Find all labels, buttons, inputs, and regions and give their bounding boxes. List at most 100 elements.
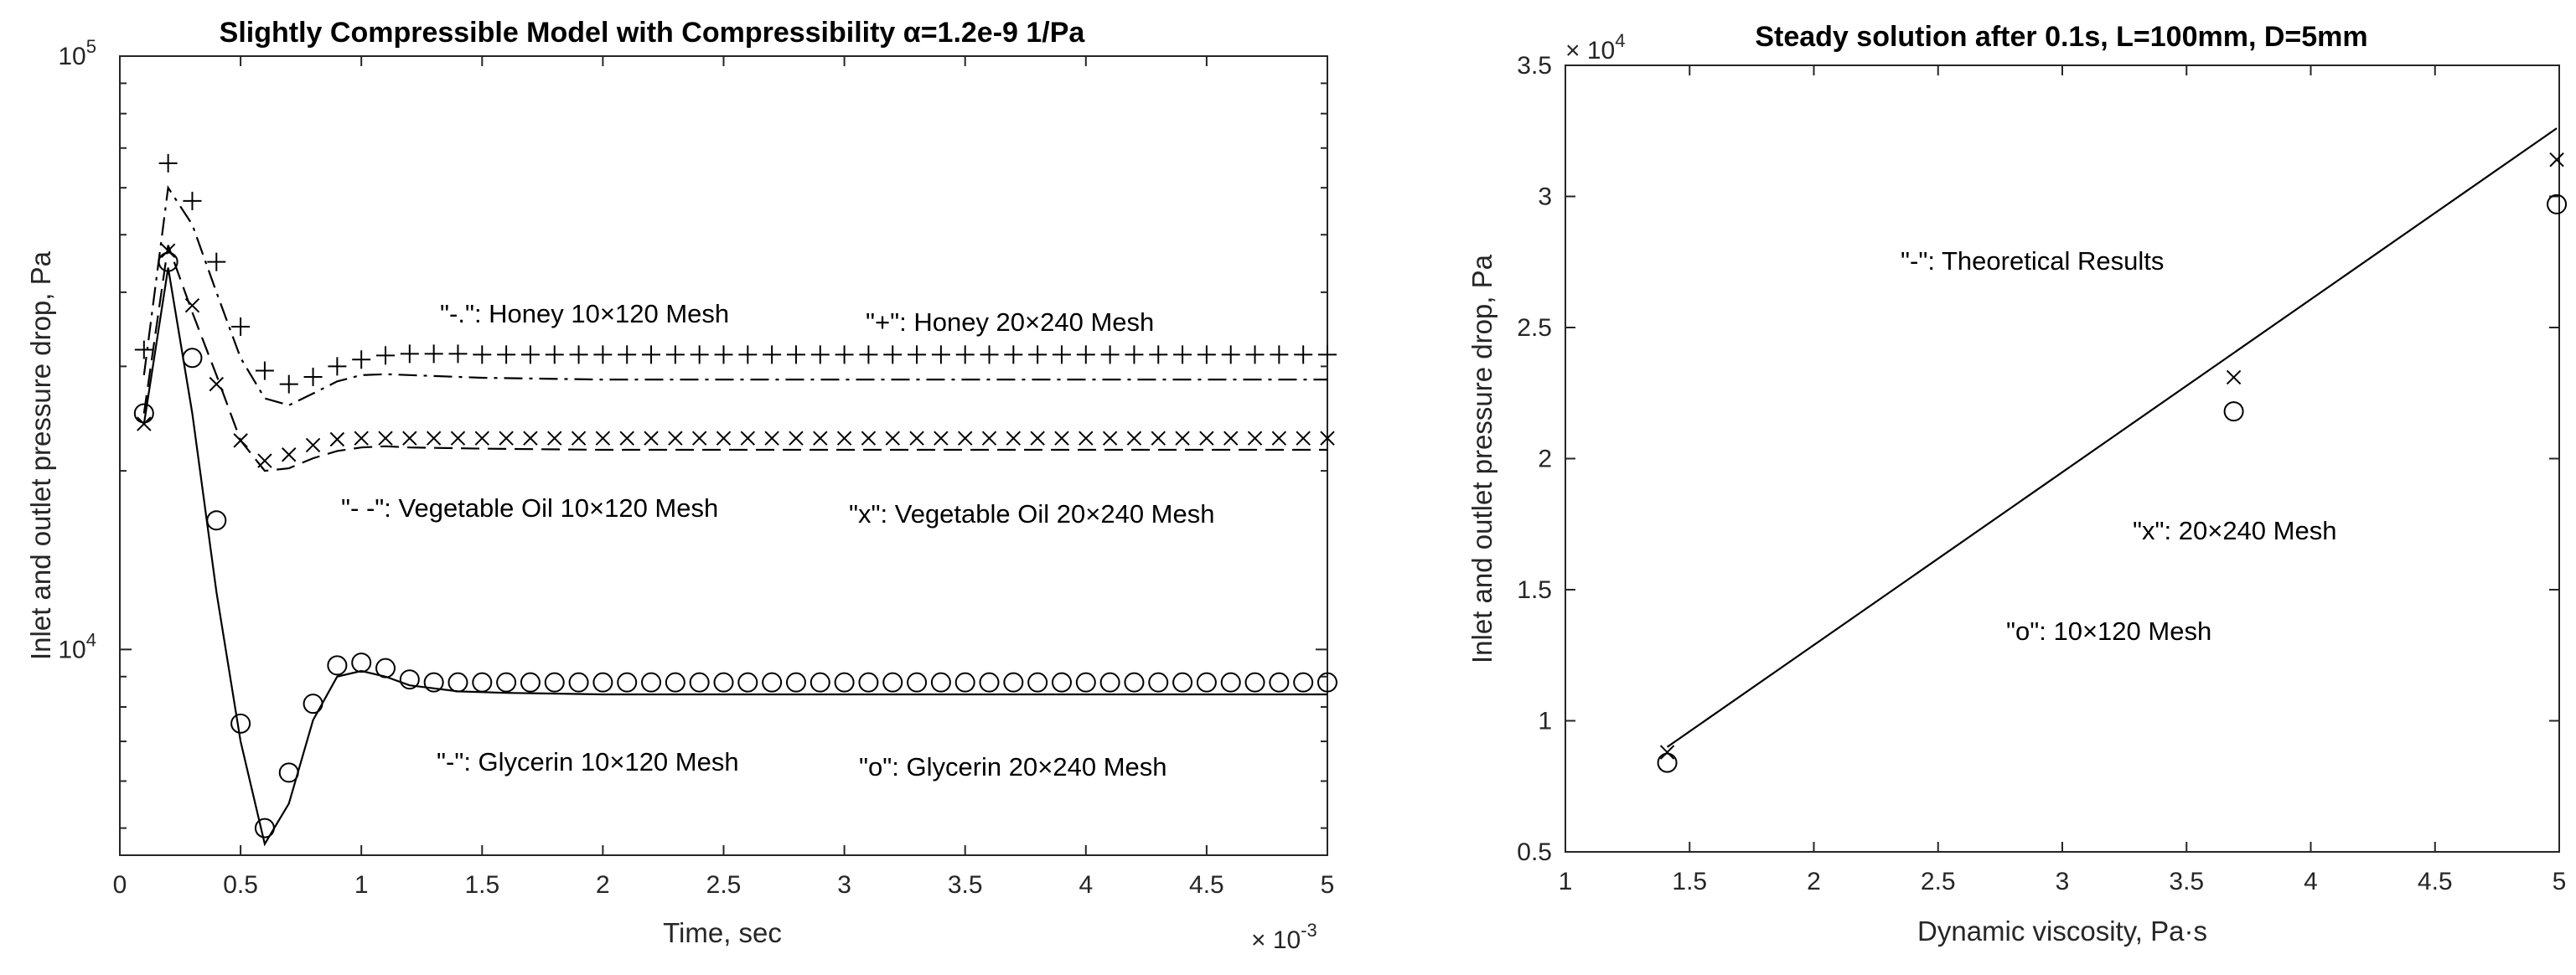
left-point-circle <box>254 818 275 838</box>
annotation-20x240-mesh: "x": 20×240 Mesh <box>2133 516 2336 545</box>
left-point-x <box>474 431 490 446</box>
left-point-plus <box>1173 345 1192 364</box>
left-point-plus <box>763 345 782 364</box>
right-point-circle <box>2547 193 2568 214</box>
left-point-circle <box>399 669 420 690</box>
left-point-circle <box>447 672 468 693</box>
left-point-plus <box>1028 345 1047 364</box>
left-point-x <box>184 297 200 313</box>
left-point-plus <box>908 345 927 364</box>
left-point-x <box>668 431 683 446</box>
annotation-veg-oil-20x240: "x": Vegetable Oil 20×240 Mesh <box>849 499 1214 529</box>
left-point-circle <box>1003 672 1024 693</box>
left-point-plus <box>207 252 226 271</box>
left-point-circle <box>810 672 830 693</box>
left-point-plus <box>279 374 298 394</box>
right-x-tick-label: 2 <box>1807 868 1821 895</box>
left-point-plus <box>1076 345 1095 364</box>
left-point-x <box>257 453 272 468</box>
left-point-circle <box>1148 672 1169 693</box>
left-point-circle <box>472 672 493 693</box>
annotation-veg-oil-10x120: "- -": Vegetable Oil 10×120 Mesh <box>341 493 718 523</box>
left-point-circle <box>762 672 783 693</box>
left-point-x <box>764 431 779 446</box>
left-point-x <box>619 431 634 446</box>
annotation-10x120-mesh: "o": 10×120 Mesh <box>2006 616 2211 646</box>
left-point-x <box>1006 431 1022 446</box>
left-point-plus <box>883 345 903 364</box>
left-point-x <box>861 431 877 446</box>
left-point-plus <box>424 344 443 364</box>
left-x-tick-label: 1 <box>354 871 369 899</box>
left-point-x <box>836 431 852 446</box>
left-annotations: "-.": Honey 10×120 Mesh "+": Honey 20×24… <box>341 299 1214 782</box>
right-y-tick-label: 3.5 <box>1517 52 1552 80</box>
left-point-plus <box>448 344 468 364</box>
left-point-x <box>644 431 659 446</box>
left-chart: Slightly Compressible Model with Compres… <box>25 17 1337 954</box>
left-x-tick-label: 2.5 <box>706 871 742 899</box>
left-point-plus <box>1052 345 1071 364</box>
left-y-tick-label: 105 <box>58 36 96 70</box>
left-point-x <box>160 243 176 258</box>
left-point-x <box>934 431 949 446</box>
left-point-circle <box>496 672 517 693</box>
right-y-axis-label: Inlet and outlet pressure drop, Pa <box>1466 254 1497 663</box>
left-point-x <box>1079 431 1094 446</box>
left-point-plus <box>835 345 854 364</box>
right-annotations: "-": Theoretical Results "x": 20×240 Mes… <box>1901 246 2336 646</box>
left-point-plus <box>738 345 758 364</box>
left-point-x <box>209 376 224 392</box>
left-point-x <box>137 416 152 431</box>
left-point-x <box>1271 431 1287 446</box>
left-x-tick-label: 4.5 <box>1189 871 1224 899</box>
left-point-x <box>1030 431 1045 446</box>
left-point-plus <box>520 345 540 364</box>
left-point-circle <box>1051 672 1072 693</box>
annotation-theoretical: "-": Theoretical Results <box>1901 246 2164 276</box>
right-point-x <box>2549 152 2564 168</box>
right-x-axis-label: Dynamic viscosity, Pa·s <box>1917 916 2207 947</box>
left-x-tick-label: 5 <box>1321 871 1335 899</box>
right-x-tick-label: 5 <box>2553 868 2567 895</box>
left-point-plus <box>1318 345 1337 364</box>
left-x-tick-label: 4 <box>1079 871 1093 899</box>
right-x-tick-label: 2.5 <box>1921 868 1956 895</box>
left-point-circle <box>858 672 879 693</box>
left-point-x <box>450 431 466 446</box>
left-point-circle <box>641 672 662 693</box>
left-point-plus <box>593 345 613 364</box>
right-x-tick-label: 3 <box>2056 868 2070 895</box>
left-point-circle <box>544 672 565 693</box>
left-point-x <box>329 431 345 447</box>
right-chart: Steady solution after 0.1s, L=100mm, D=5… <box>1466 21 2568 947</box>
left-point-x <box>885 431 900 446</box>
left-point-circle <box>303 694 323 714</box>
left-plot-area <box>119 55 1328 856</box>
left-point-plus <box>665 345 685 364</box>
left-point-circle <box>785 672 806 693</box>
right-x-tick-label: 3.5 <box>2169 868 2204 895</box>
left-point-circle <box>1099 672 1120 693</box>
left-point-plus <box>786 345 805 364</box>
left-point-x <box>571 431 587 446</box>
left-point-circle <box>834 672 855 693</box>
left-point-plus <box>955 345 975 364</box>
left-point-circle <box>882 672 903 693</box>
left-point-circle <box>1027 672 1048 693</box>
left-point-x <box>547 431 562 446</box>
left-point-plus <box>158 153 178 173</box>
left-point-circle <box>1124 672 1145 693</box>
right-point-x <box>1659 745 1675 760</box>
left-point-x <box>716 431 732 446</box>
left-point-circle <box>423 672 444 693</box>
left-point-x <box>1223 431 1239 446</box>
left-point-x <box>789 431 804 446</box>
left-point-circle <box>979 672 1000 693</box>
left-point-circle <box>592 672 613 693</box>
right-plot-area <box>1565 64 2560 853</box>
left-point-x <box>1054 431 1069 446</box>
left-point-circle <box>907 672 928 693</box>
left-point-plus <box>859 345 878 364</box>
left-point-circle <box>1317 672 1337 693</box>
